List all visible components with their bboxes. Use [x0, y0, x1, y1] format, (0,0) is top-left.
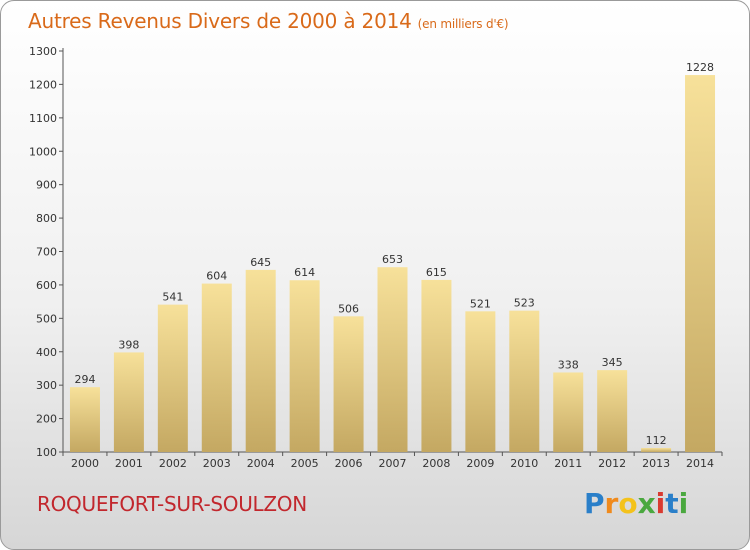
data-label: 541 [162, 291, 183, 304]
data-label: 615 [426, 266, 447, 279]
data-label: 521 [470, 297, 491, 310]
y-tick-label: 1300 [29, 45, 57, 58]
data-label: 523 [514, 297, 535, 310]
data-label: 614 [294, 266, 315, 279]
x-tick-label: 2014 [686, 457, 714, 470]
x-tick-label: 2010 [510, 457, 538, 470]
data-label: 345 [602, 356, 623, 369]
y-tick-label: 700 [36, 246, 57, 259]
x-tick-label: 2000 [71, 457, 99, 470]
x-tick-label: 2004 [247, 457, 275, 470]
bar [641, 447, 672, 452]
x-tick-label: 2007 [379, 457, 407, 470]
y-tick-label: 400 [36, 346, 57, 359]
x-tick-label: 2006 [335, 457, 363, 470]
data-label: 294 [74, 373, 95, 386]
logo-letter: x [637, 487, 656, 520]
bar [333, 316, 364, 452]
bar [113, 352, 144, 452]
logo-letter: o [618, 487, 638, 520]
y-tick-label: 1100 [29, 112, 57, 125]
bar-layer [69, 75, 716, 452]
bar [421, 279, 452, 452]
data-label: 653 [382, 253, 403, 266]
x-tick-label: 2001 [115, 457, 143, 470]
y-tick-label: 300 [36, 379, 57, 392]
chart-unit: (en milliers d'€) [417, 17, 509, 31]
y-tick-label: 600 [36, 279, 57, 292]
x-tick-label: 2012 [598, 457, 626, 470]
logo-letter: t [665, 487, 679, 520]
data-label: 338 [558, 358, 579, 371]
bar [157, 304, 188, 452]
y-tick-label: 1200 [29, 78, 57, 91]
data-label: 645 [250, 256, 271, 269]
bar [69, 387, 100, 452]
x-tick-label: 2005 [291, 457, 319, 470]
chart-title-text: Autres Revenus Divers de 2000 à 2014 [28, 9, 412, 33]
x-tick-label: 2002 [159, 457, 187, 470]
x-tick-label: 2003 [203, 457, 231, 470]
data-label: 506 [338, 302, 359, 315]
bar [509, 310, 540, 452]
bar [377, 267, 408, 452]
bar [465, 311, 496, 452]
commune-name: ROQUEFORT-SUR-SOULZON [37, 492, 307, 516]
bar [597, 370, 628, 452]
y-tick-label: 800 [36, 212, 57, 225]
x-tick-label: 2013 [642, 457, 670, 470]
bar [245, 269, 276, 452]
chart-title: Autres Revenus Divers de 2000 à 2014 (en … [28, 9, 509, 33]
x-tick-label: 2008 [422, 457, 450, 470]
x-tick-label: 2011 [554, 457, 582, 470]
bar [289, 280, 320, 452]
label-layer: 294 398 541 604 645 614 506 653 615 521 523 338 345 1… [74, 61, 714, 447]
logo-letter: i [678, 487, 689, 520]
x-tick-label: 2009 [466, 457, 494, 470]
y-tick-label: 900 [36, 179, 57, 192]
y-tick-label: 1000 [29, 145, 57, 158]
axis-layer: 100 200 300 400 500 600 700 800 900 1000 1100 1200 1… [29, 45, 723, 470]
data-label: 398 [118, 338, 139, 351]
data-label: 1228 [686, 61, 714, 74]
bar [201, 283, 232, 452]
data-label: 604 [206, 270, 227, 283]
y-tick-label: 200 [36, 413, 57, 426]
y-tick-label: 100 [36, 446, 57, 459]
bar [685, 75, 716, 452]
data-label: 112 [646, 434, 667, 447]
bar [553, 372, 584, 452]
logo-letter: P [584, 487, 605, 520]
logo-letter: r [604, 487, 619, 520]
logo-letter: i [655, 487, 666, 520]
y-tick-label: 500 [36, 312, 57, 325]
proxiti-logo: Proxiti [584, 487, 688, 520]
